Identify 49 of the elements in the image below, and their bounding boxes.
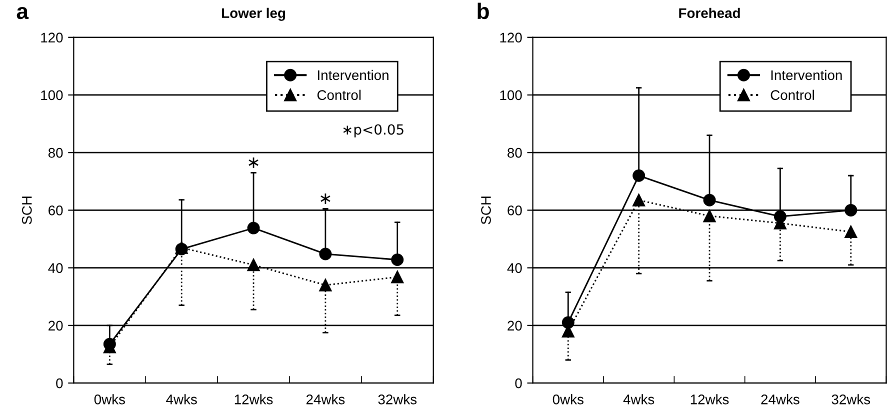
x-tick-label: 12wks	[234, 394, 273, 404]
point	[844, 204, 858, 216]
legend-label: Intervention	[771, 70, 842, 80]
y-axis-title: SCH	[22, 196, 32, 224]
x-tick-label: 12wks	[690, 394, 729, 404]
x-tick-label: 0wks	[552, 394, 584, 404]
point	[247, 258, 260, 272]
point	[703, 194, 716, 206]
y-tick-label: 80	[508, 148, 522, 158]
y-tick-label: 0	[56, 378, 63, 388]
y-tick-label: 120	[500, 32, 522, 43]
point	[319, 248, 332, 260]
point	[391, 270, 404, 284]
y-tick-label: 120	[41, 32, 63, 43]
annotation: ∗	[320, 193, 330, 204]
point	[391, 253, 404, 266]
point	[247, 222, 260, 234]
y-tick-label: 20	[508, 320, 522, 331]
y-tick-label: 60	[48, 206, 63, 216]
x-tick-label: 4wks	[166, 394, 197, 404]
y-axis-title: SCH	[481, 196, 491, 224]
y-tick-label: 20	[48, 320, 63, 331]
y-tick-label: 100	[41, 90, 63, 100]
point	[632, 169, 646, 182]
x-tick-label: 24wks	[306, 394, 345, 404]
x-tick-label: 4wks	[623, 394, 654, 404]
y-tick-label: 40	[48, 263, 63, 273]
point	[319, 278, 332, 292]
point	[632, 194, 646, 206]
point	[703, 210, 716, 222]
y-tick-label: 80	[48, 148, 63, 158]
point	[844, 226, 858, 238]
annotation: ∗	[248, 157, 258, 168]
y-tick-label: 60	[508, 206, 522, 216]
chart-title: Lower leg	[222, 8, 286, 21]
y-tick-label: 40	[507, 263, 522, 273]
y-tick-label: 0	[515, 378, 522, 388]
x-tick-label: 24wks	[761, 394, 800, 404]
text: a	[16, 6, 29, 20]
legend-label: Control	[770, 90, 814, 100]
legend-label: Intervention	[318, 70, 388, 80]
x-tick-label: 0wks	[94, 394, 125, 404]
text: b	[478, 2, 489, 20]
y-tick-label: 100	[500, 90, 522, 100]
x-tick-label: 32wks	[378, 394, 417, 404]
legend-label: Control	[317, 90, 361, 100]
x-tick-label: 32wks	[832, 394, 870, 404]
annotation: ∗p<0.05	[343, 124, 404, 138]
chart-title: Forehead	[679, 8, 740, 18]
